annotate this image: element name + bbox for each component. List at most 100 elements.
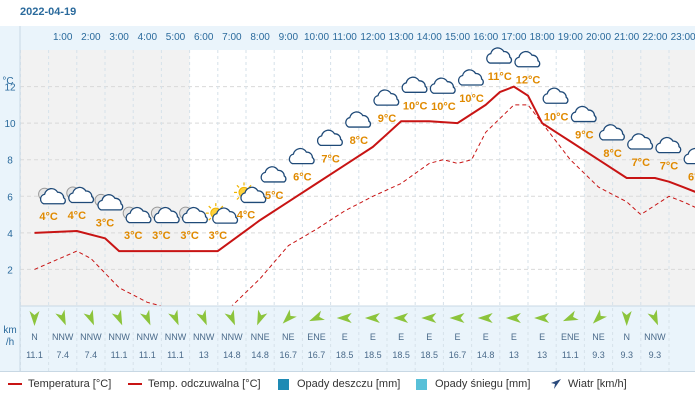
temperature-label: 5°C	[265, 190, 284, 202]
hour-label: 15:00	[445, 32, 470, 43]
wind-arrow-shape	[257, 309, 268, 326]
wind-speed-label: 18.5	[364, 350, 382, 360]
hour-label: 2:00	[81, 32, 101, 43]
weather-icon	[316, 129, 343, 146]
weather-icon	[683, 147, 695, 165]
wind-arrow-icon	[393, 313, 409, 323]
weather-icon	[38, 187, 66, 205]
wind-arrow-shape	[309, 310, 325, 322]
temperature-chart: 2 4 6 8 10 12°C 1:00 2:00 3:00 4:00 5:00 6:00 7:00 8:…	[0, 26, 695, 372]
hour-label: 8:00	[250, 32, 270, 43]
hour-label: 22:00	[642, 32, 667, 43]
hour-label: 7:00	[222, 32, 242, 43]
weather-icon	[542, 87, 569, 104]
weather-icon	[66, 186, 95, 204]
legend-snow-swatch	[416, 378, 427, 390]
legend-snow: Opady śniegu [mm]	[416, 378, 530, 390]
legend-temperature-label: Temperatura [°C]	[28, 378, 112, 390]
wind-arrow-shape	[29, 311, 40, 326]
wind-speed-label: 18.5	[392, 350, 410, 360]
temperature-label: 10°C	[459, 93, 484, 105]
wind-direction-label: NNW	[52, 332, 74, 342]
cloud-shape	[598, 124, 625, 141]
wind-arrow-icon	[336, 313, 352, 323]
legend-wind: Wiatr [km/h]	[550, 378, 627, 390]
wind-direction-label: N	[31, 332, 38, 342]
sun-ray	[208, 217, 212, 221]
hour-label: 1:00	[53, 32, 73, 43]
weather-icon	[514, 51, 541, 68]
weather-icon	[179, 206, 208, 224]
wind-direction-label: E	[454, 332, 460, 342]
wind-speed-label: 7.4	[56, 350, 69, 360]
wind-speed-label: 14.8	[223, 350, 241, 360]
weather-icon	[205, 203, 239, 224]
legend-rain-swatch	[278, 378, 289, 390]
y-tick-label: 10	[4, 119, 16, 130]
cloud-shape	[97, 194, 124, 211]
weather-icon	[260, 166, 287, 183]
hour-label: 5:00	[166, 32, 186, 43]
cloud-shape	[542, 87, 569, 104]
wind-arrow-icon	[55, 309, 66, 326]
temperature-label: 7°C	[632, 157, 651, 169]
wind-arrow-icon	[196, 309, 207, 326]
wind-direction-label: NNW	[165, 332, 187, 342]
wind-arrow-shape	[336, 313, 352, 323]
temperature-label: 11°C	[488, 71, 512, 83]
wind-speed-label: 7.4	[85, 350, 98, 360]
cloud-shape	[570, 105, 597, 123]
weather-icon	[429, 77, 456, 94]
sun-ray	[236, 196, 240, 200]
y-tick-label: 6	[7, 192, 13, 203]
wind-arrow-icon	[364, 313, 380, 323]
temperature-label: 8°C	[350, 135, 369, 147]
wind-arrow-shape	[534, 313, 550, 323]
legend-rain-label: Opady deszczu [mm]	[297, 378, 401, 390]
hour-label: 9:00	[279, 32, 299, 43]
weather-icon	[570, 105, 597, 123]
wind-direction-label: NNW	[137, 332, 159, 342]
wind-arrow-shape	[393, 313, 409, 323]
weather-icon	[234, 182, 267, 204]
wind-arrow-icon	[505, 313, 521, 323]
hour-label: 19:00	[558, 32, 583, 43]
wind-arrow-icon	[592, 309, 607, 324]
y-tick-label: 12	[4, 83, 16, 94]
wind-speed-label: 13	[509, 350, 519, 360]
wind-direction-label: E	[511, 332, 517, 342]
wind-arrow-shape	[224, 309, 236, 326]
wind-speed-label: 9.3	[592, 350, 605, 360]
temperature-label: 10°C	[544, 111, 569, 123]
wind-unit-label: km	[3, 325, 16, 336]
cloud-shape	[486, 47, 513, 64]
weather-icon	[150, 206, 180, 224]
wind-speed-label: 14.8	[251, 350, 269, 360]
wind-arrow-icon	[282, 309, 297, 324]
wind-arrow-shape	[562, 310, 579, 322]
wind-speed-label: 11.1	[139, 350, 156, 360]
wind-speed-label: 14.8	[477, 350, 495, 360]
wind-direction-label: E	[398, 332, 404, 342]
temperature-label: 9°C	[378, 113, 397, 125]
wind-direction-label: ENE	[561, 332, 580, 342]
wind-arrow-shape	[592, 309, 607, 324]
weather-icon	[122, 206, 152, 224]
wind-unit-label: /h	[6, 337, 14, 348]
temperature-label: 10°C	[431, 101, 456, 113]
temperature-label: 12°C	[516, 75, 541, 87]
weather-icon	[345, 111, 372, 128]
wind-arrow-shape	[111, 309, 123, 326]
weather-icon	[486, 47, 513, 64]
wind-speed-label: 11.1	[562, 350, 579, 360]
wind-arrow-shape	[139, 309, 151, 326]
temperature-label: 4°C	[39, 211, 58, 223]
wind-direction-label: E	[539, 332, 545, 342]
wind-direction-label: E	[426, 332, 432, 342]
wind-speed-label: 9.3	[649, 350, 662, 360]
wind-arrow-shape	[505, 313, 521, 323]
wind-arrow-icon	[534, 313, 550, 323]
wind-direction-label: N	[623, 332, 630, 342]
date-label: 2022-04-19	[20, 6, 77, 18]
